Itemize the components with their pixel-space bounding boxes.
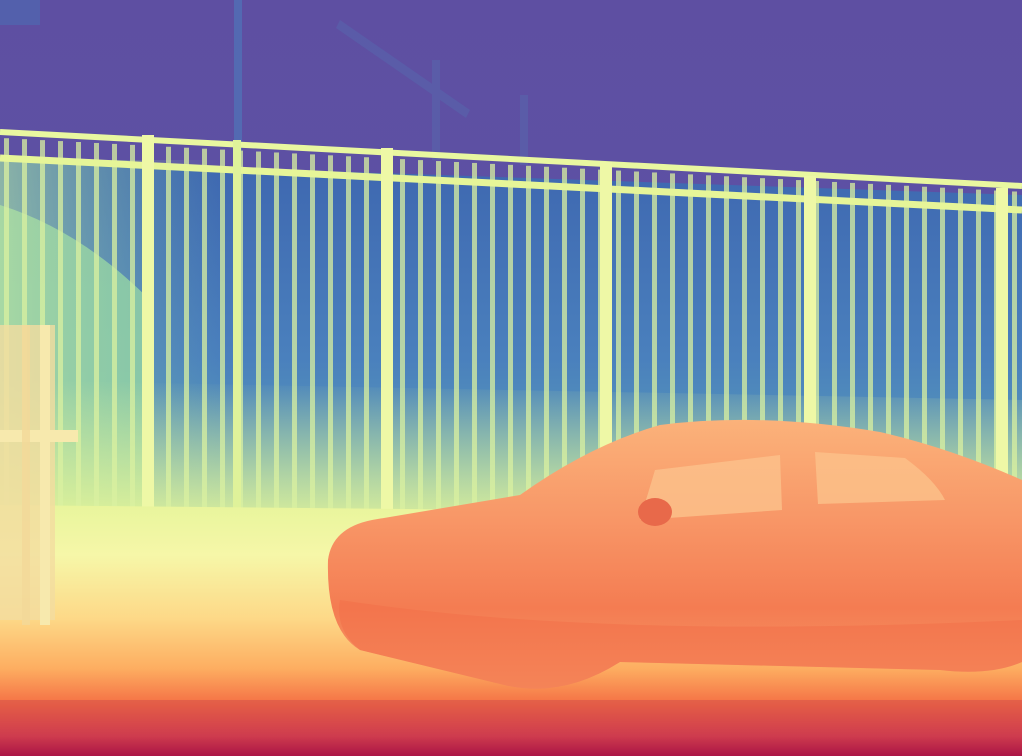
car	[327, 419, 1022, 689]
fence-second-rail	[0, 154, 1022, 214]
distant-structures	[0, 0, 528, 165]
fence-picket	[742, 177, 747, 526]
near-foreground	[0, 700, 1022, 756]
fence-picket	[454, 161, 459, 526]
fence-picket	[886, 184, 891, 526]
fence-picket	[202, 148, 207, 526]
fence-picket	[976, 189, 981, 527]
fence-picket	[328, 155, 333, 526]
fence-picket	[940, 187, 945, 527]
fence-picket	[526, 165, 531, 527]
fence-picket	[868, 183, 873, 526]
fence-picket	[616, 170, 621, 526]
fence-picket	[904, 185, 909, 526]
fence-picket	[400, 159, 405, 527]
fence-picket	[634, 171, 639, 526]
fence-picket	[310, 154, 315, 527]
fence-picket	[418, 160, 423, 526]
fence-picket	[112, 143, 117, 527]
fence-picket	[220, 149, 225, 526]
fence-picket	[778, 179, 783, 526]
fence-picket	[832, 181, 837, 526]
fence-picket	[814, 181, 819, 527]
left-foreground-object	[0, 325, 78, 625]
fence-picket	[490, 163, 495, 526]
fence-picket	[184, 147, 189, 526]
fence-picket	[796, 180, 801, 526]
fence-picket	[688, 174, 693, 527]
car-side-mirror	[638, 498, 672, 526]
fence-picket	[472, 162, 477, 526]
fence-picket	[94, 142, 99, 526]
fence-picket	[76, 142, 81, 526]
fence-picket	[364, 157, 369, 526]
fence-picket	[724, 176, 729, 527]
fence-picket	[166, 146, 171, 526]
fence-picket	[544, 166, 549, 526]
fence-top-rail	[0, 129, 1022, 189]
fence-picket	[760, 178, 765, 526]
fence-posts	[142, 135, 1008, 538]
fence-picket	[292, 153, 297, 526]
fence-picket	[130, 144, 135, 526]
fence-picket	[274, 152, 279, 527]
fence-picket	[436, 161, 441, 527]
fence-picket	[652, 172, 657, 526]
fence-picket	[580, 168, 585, 526]
fence-picket	[706, 175, 711, 526]
car-rear-window	[640, 455, 782, 520]
fence-picket	[562, 167, 567, 527]
fence-picket	[346, 156, 351, 526]
car-front-window	[815, 452, 945, 504]
fence-picket	[850, 182, 855, 527]
fence-picket	[922, 186, 927, 526]
fence-picket	[508, 164, 513, 526]
fence-picket	[58, 141, 63, 526]
fence-picket	[1012, 191, 1017, 526]
fence-picket	[256, 151, 261, 526]
fence-picket	[958, 188, 963, 526]
fence-picket	[670, 173, 675, 526]
